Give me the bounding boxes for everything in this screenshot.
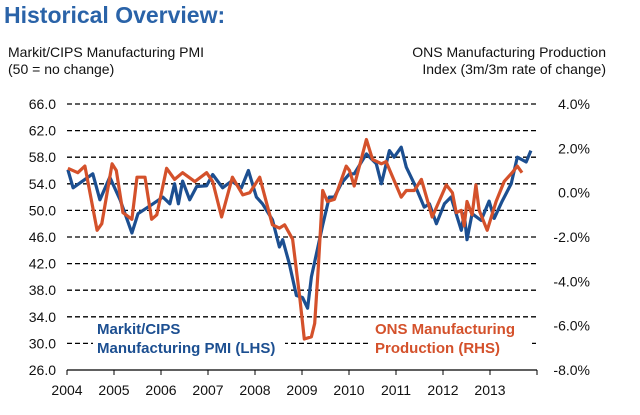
x-tick-label: 2011 [381, 382, 411, 398]
right-axis-title-line2: Index (3m/3m rate of change) [422, 61, 606, 77]
x-tick-label: 2010 [333, 382, 364, 398]
x-tick-label: 2006 [145, 382, 176, 398]
legend-bg-pmi [93, 318, 285, 360]
right-tick-label: -6.0% [553, 318, 590, 334]
x-tick-label: 2007 [192, 382, 223, 398]
right-tick-label: 2.0% [558, 140, 590, 156]
x-tick-label: 2005 [98, 382, 129, 398]
left-tick-label: 26.0 [29, 362, 56, 378]
x-tick-label: 2012 [427, 382, 458, 398]
ons-series-line [67, 137, 524, 341]
legend-pmi: Markit/CIPS [97, 321, 180, 338]
left-axis-title-line1: Markit/CIPS Manufacturing PMI [8, 44, 205, 60]
right-axis-title-line1: ONS Manufacturing Production [412, 44, 606, 60]
left-tick-label: 50.0 [29, 202, 56, 218]
right-tick-label: -8.0% [553, 362, 590, 378]
right-tick-label: -4.0% [553, 273, 590, 289]
left-tick-label: 34.0 [29, 309, 56, 325]
left-tick-label: 54.0 [29, 176, 56, 192]
legend-pmi: Manufacturing PMI (LHS) [97, 340, 275, 357]
left-tick-label: 30.0 [29, 335, 56, 351]
left-tick-label: 42.0 [29, 256, 56, 272]
x-tick-label: 2009 [286, 382, 317, 398]
right-tick-label: -2.0% [553, 229, 590, 245]
x-tick-label: 2004 [51, 382, 82, 398]
right-tick-label: 4.0% [558, 96, 590, 112]
left-axis-title-line2: (50 = no change) [8, 61, 115, 77]
legend-ons: ONS Manufacturing [375, 321, 515, 338]
left-tick-label: 62.0 [29, 123, 56, 139]
left-axis-title: Markit/CIPS Manufacturing PMI (50 = no c… [8, 44, 204, 78]
legend-ons: Production (RHS) [375, 340, 500, 357]
x-tick-label: 2008 [239, 382, 270, 398]
x-tick-label: 2013 [474, 382, 505, 398]
right-axis-title: ONS Manufacturing Production Index (3m/3… [412, 44, 606, 78]
legend-bg-ons [370, 318, 532, 360]
left-tick-label: 38.0 [29, 282, 56, 298]
left-tick-label: 46.0 [29, 229, 56, 245]
right-tick-label: 0.0% [558, 185, 590, 201]
left-tick-label: 58.0 [29, 149, 56, 165]
chart-title: Historical Overview: [4, 2, 226, 28]
left-tick-label: 66.0 [29, 96, 56, 112]
